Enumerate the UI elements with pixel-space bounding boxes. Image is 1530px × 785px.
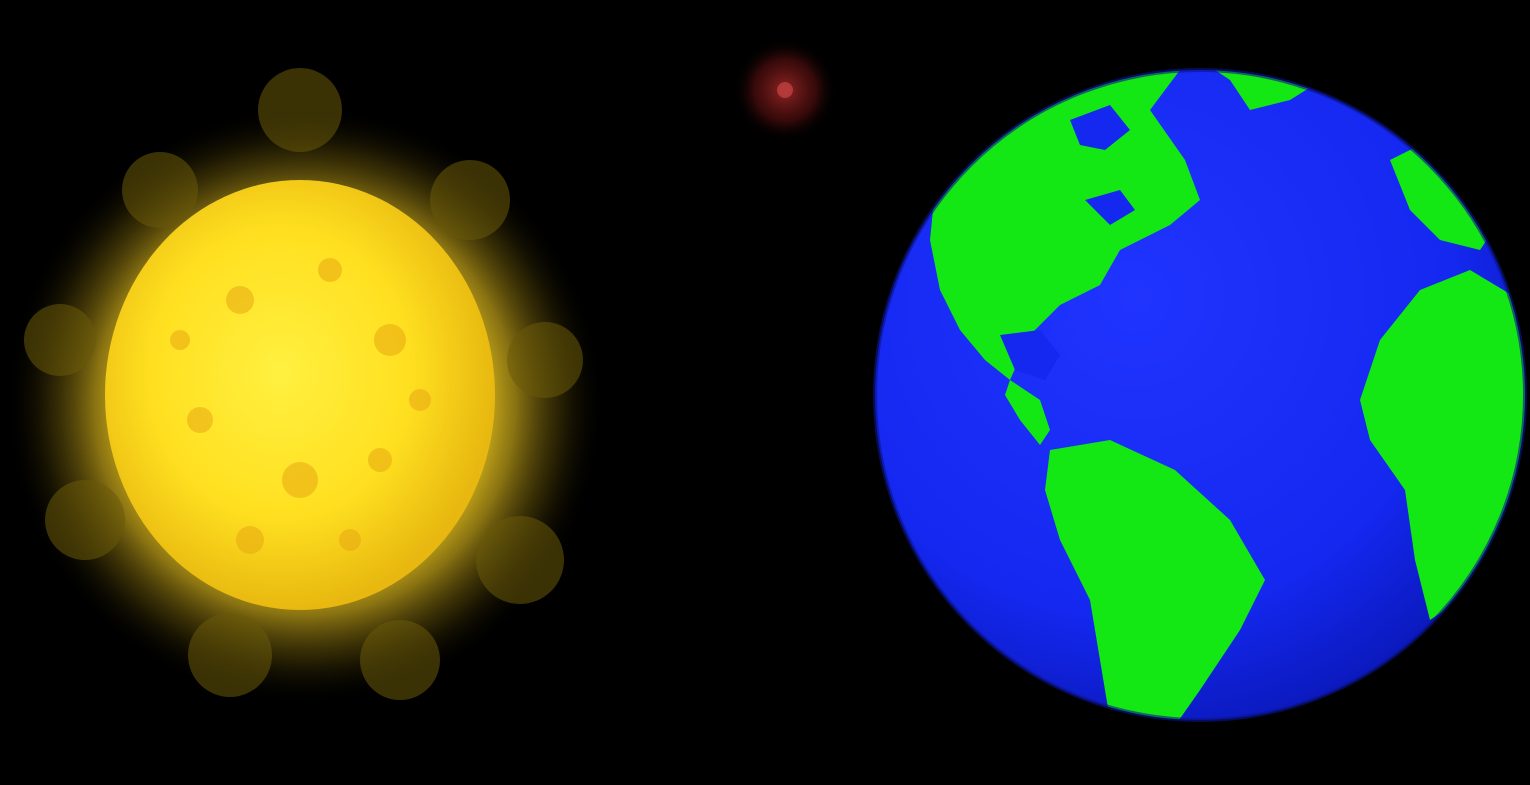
hudson-bay xyxy=(1070,105,1130,150)
continent-central-america xyxy=(1005,380,1050,445)
sun-icon xyxy=(5,68,605,705)
sun-spots xyxy=(170,258,431,554)
star-icon xyxy=(733,38,837,142)
gulf-of-mexico xyxy=(1000,330,1060,380)
globe-icon xyxy=(873,68,1527,722)
continent-europe xyxy=(1390,140,1500,250)
earth-rim xyxy=(873,68,1527,722)
continent-greenland xyxy=(1195,70,1330,110)
red-star-core xyxy=(777,82,793,98)
continent-south-america xyxy=(1045,440,1265,720)
great-lakes xyxy=(1085,190,1135,225)
sun-flares xyxy=(24,68,583,700)
sun-core xyxy=(105,180,495,610)
